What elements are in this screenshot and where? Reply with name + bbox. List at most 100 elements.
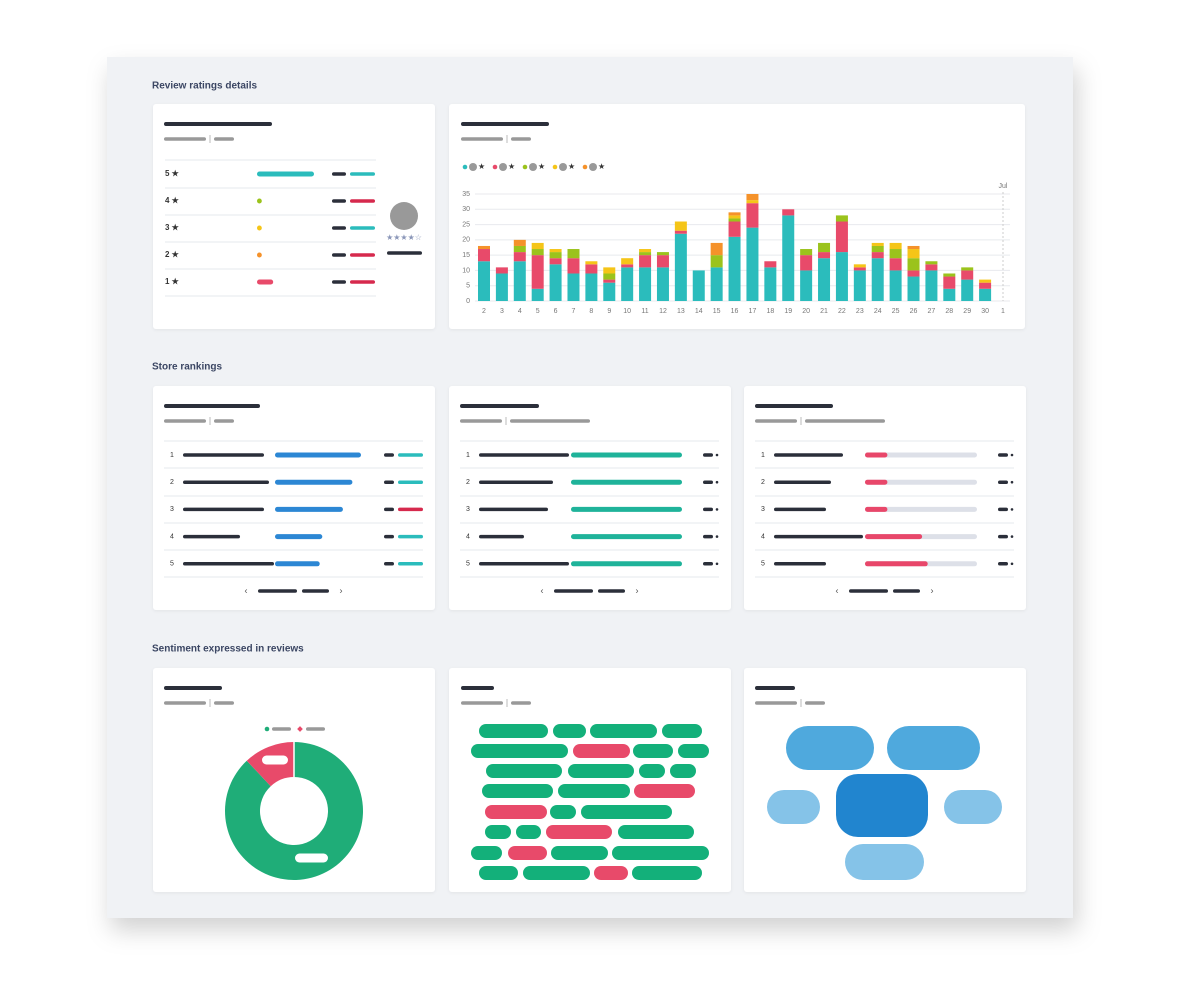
- bar-segment: [853, 267, 866, 271]
- rank-number: 3: [761, 506, 765, 513]
- rank-number: 5: [761, 561, 765, 568]
- bar-segment: [513, 261, 526, 301]
- bar-segment: [656, 255, 669, 268]
- placeholder: [398, 480, 423, 484]
- placeholder: [398, 453, 423, 457]
- bubble: [836, 774, 928, 837]
- rating-bar: [257, 225, 262, 231]
- placeholder: [350, 226, 375, 230]
- store-name-placeholder: [774, 562, 826, 566]
- store-name-placeholder: [479, 562, 569, 566]
- dot: [715, 535, 719, 538]
- x-tick-label: 13: [677, 308, 685, 315]
- word-placeholder: [508, 846, 547, 860]
- dot: [1010, 535, 1014, 538]
- placeholder: [350, 280, 375, 284]
- bar-segment: [513, 245, 526, 253]
- bar-segment: [907, 270, 920, 277]
- store-name-placeholder: [183, 507, 264, 512]
- store-name-placeholder: [183, 562, 274, 566]
- section-title: Review ratings details: [152, 81, 257, 92]
- rank-number: 1: [466, 452, 470, 459]
- bar-segment: [764, 261, 777, 268]
- card: [153, 386, 435, 610]
- bar-segment: [567, 258, 580, 274]
- card-subtitle-placeholder: [461, 701, 503, 705]
- bar-segment: [585, 264, 598, 274]
- placeholder: [893, 589, 920, 593]
- bar-segment: [603, 282, 616, 301]
- word-placeholder: [594, 866, 628, 880]
- bar-segment: [818, 258, 831, 301]
- placeholder: [387, 251, 422, 255]
- x-tick-label: 15: [713, 308, 721, 315]
- legend-dot: [552, 164, 558, 170]
- store-name-placeholder: [479, 534, 524, 539]
- card-subtitle-placeholder: [511, 701, 531, 705]
- x-tick-label: 29: [963, 308, 971, 315]
- dot: [715, 453, 719, 457]
- rank-number: 1: [761, 452, 765, 459]
- word-placeholder: [573, 744, 630, 758]
- card-title-placeholder: [164, 404, 260, 408]
- x-tick-label: 26: [910, 308, 918, 315]
- bar-segment: [889, 249, 902, 259]
- x-tick-label: 25: [892, 308, 900, 315]
- bar-segment: [889, 242, 902, 250]
- placeholder: [998, 534, 1008, 539]
- word-placeholder: [546, 825, 612, 839]
- bar-segment: [853, 264, 866, 268]
- dot: [1010, 453, 1014, 457]
- legend-symbol: ★: [538, 162, 545, 171]
- legend-dot: [492, 164, 498, 170]
- ranking-bar: [571, 452, 682, 458]
- placeholder: [384, 534, 394, 539]
- legend-dot: [462, 164, 468, 170]
- dot: [1010, 562, 1014, 566]
- placeholder: [332, 226, 346, 230]
- placeholder: [998, 562, 1008, 566]
- store-name-placeholder: [774, 507, 826, 512]
- word-placeholder: [618, 825, 694, 839]
- legend-symbol: ★: [598, 162, 605, 171]
- pager-prev: ‹: [245, 585, 248, 595]
- bar-segment: [567, 273, 580, 301]
- section-title: Sentiment expressed in reviews: [152, 644, 304, 655]
- bar-segment: [889, 270, 902, 301]
- rank-number: 3: [466, 506, 470, 513]
- word-placeholder: [482, 784, 553, 798]
- placeholder: [398, 562, 423, 566]
- card-subtitle-placeholder: [460, 419, 502, 423]
- card-subtitle-placeholder: [755, 419, 797, 423]
- y-tick-label: 20: [462, 237, 470, 244]
- placeholder: [306, 727, 325, 731]
- bar-segment: [835, 215, 848, 222]
- x-tick-label: 11: [641, 308, 648, 315]
- pager-next: ›: [931, 585, 934, 595]
- card-title-placeholder: [460, 404, 539, 408]
- bar-segment: [639, 255, 652, 268]
- bar-segment: [656, 267, 669, 301]
- word-placeholder: [486, 764, 562, 778]
- bar-segment: [818, 242, 831, 253]
- card: [449, 386, 731, 610]
- card-title-placeholder: [755, 686, 795, 690]
- pager-next: ›: [636, 585, 639, 595]
- placeholder: [272, 727, 291, 731]
- card-title-placeholder: [461, 122, 549, 126]
- bar-segment: [871, 252, 884, 259]
- rating-bar: [257, 279, 274, 285]
- bar-segment: [567, 249, 580, 259]
- card-subtitle-placeholder: [755, 701, 797, 705]
- section-title: Store rankings: [152, 362, 222, 373]
- placeholder: [598, 589, 625, 593]
- slice-label-placeholder: [262, 755, 288, 765]
- bar-segment: [782, 209, 795, 216]
- word-placeholder: [479, 866, 518, 880]
- card-title-placeholder: [164, 686, 222, 690]
- word-placeholder: [479, 724, 548, 738]
- store-name-placeholder: [774, 480, 831, 484]
- dot: [715, 508, 719, 511]
- bar-segment: [746, 227, 759, 301]
- x-tick-label: 9: [607, 308, 611, 315]
